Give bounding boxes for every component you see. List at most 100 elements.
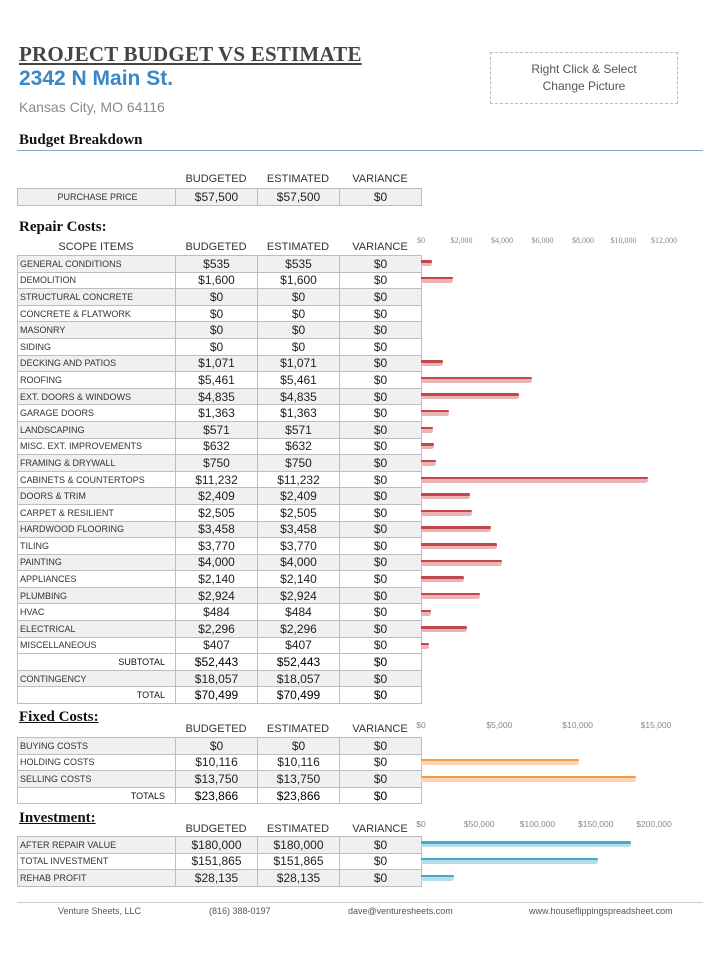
row-label: TOTALS (17, 786, 176, 805)
budgeted-cell[interactable]: $4,000 (175, 553, 258, 572)
estimated-cell[interactable]: $28,135 (257, 869, 340, 887)
estimated-cell[interactable]: $70,499 (257, 686, 340, 705)
budgeted-cell[interactable]: $0 (175, 288, 258, 306)
purchase-budgeted[interactable]: $57,500 (175, 188, 258, 206)
budgeted-cell[interactable]: $0 (175, 337, 258, 356)
estimated-cell[interactable]: $571 (257, 420, 340, 439)
estimated-cell[interactable]: $23,866 (257, 786, 340, 805)
variance-cell: $0 (339, 653, 422, 671)
budgeted-cell[interactable]: $3,458 (175, 520, 258, 539)
estimated-cell[interactable]: $11,232 (257, 470, 340, 489)
estimated-cell[interactable]: $1,600 (257, 271, 340, 290)
budgeted-cell[interactable]: $2,505 (175, 503, 258, 522)
budgeted-cell[interactable]: $1,363 (175, 404, 258, 422)
estimated-cell[interactable]: $52,443 (257, 653, 340, 671)
budgeted-cell[interactable]: $632 (175, 437, 258, 456)
budgeted-cell[interactable]: $10,116 (175, 753, 258, 772)
estimated-cell[interactable]: $3,770 (257, 537, 340, 555)
variance-cell: $0 (339, 487, 422, 505)
estimated-cell[interactable]: $407 (257, 636, 340, 655)
budgeted-cell[interactable]: $13,750 (175, 770, 258, 788)
estimated-cell[interactable]: $1,363 (257, 404, 340, 422)
estimated-cell[interactable]: $484 (257, 603, 340, 622)
footer-divider (17, 902, 703, 903)
estimated-cell[interactable]: $0 (257, 321, 340, 339)
budgeted-cell[interactable]: $535 (175, 255, 258, 273)
estimated-cell[interactable]: $0 (257, 288, 340, 306)
estimated-cell[interactable]: $750 (257, 454, 340, 472)
repair-table: GENERAL CONDITIONS $535 $535 $0 DEMOLITION $1… (17, 255, 422, 705)
picture-placeholder[interactable]: Right Click & Select Change Picture (490, 52, 678, 104)
property-address: 2342 N Main St. (19, 67, 174, 90)
row-label: TILING (17, 537, 176, 555)
row-label: MASONRY (17, 321, 176, 339)
budgeted-cell[interactable]: $4,835 (175, 387, 258, 406)
budgeted-cell[interactable]: $18,057 (175, 669, 258, 688)
estimated-cell[interactable]: $13,750 (257, 770, 340, 788)
budgeted-bar (421, 592, 481, 596)
budgeted-cell[interactable]: $28,135 (175, 869, 258, 887)
estimated-bar (421, 277, 454, 283)
axis-tick-label: $5,000 (486, 720, 513, 730)
budgeted-cell[interactable]: $0 (175, 737, 258, 755)
row-label: DEMOLITION (17, 271, 176, 290)
budgeted-cell[interactable]: $151,865 (175, 852, 258, 871)
estimated-cell[interactable]: $4,000 (257, 553, 340, 572)
estimated-cell[interactable]: $4,835 (257, 387, 340, 406)
table-row: TOTALS $23,866 $23,866 $0 (17, 786, 422, 805)
estimated-cell[interactable]: $1,071 (257, 354, 340, 373)
repair-heading: Repair Costs: (19, 219, 107, 235)
col-estimated: ESTIMATED (266, 173, 330, 185)
table-row: MISC. EXT. IMPROVEMENTS $632 $632 $0 (17, 437, 422, 456)
footer-website[interactable]: www.houseflippingspreadsheet.com (529, 906, 673, 916)
budgeted-cell[interactable]: $484 (175, 603, 258, 622)
budgeted-cell[interactable]: $3,770 (175, 537, 258, 555)
estimated-cell[interactable]: $632 (257, 437, 340, 456)
estimated-cell[interactable]: $2,409 (257, 487, 340, 505)
estimated-bar (421, 527, 492, 533)
budgeted-cell[interactable]: $11,232 (175, 470, 258, 489)
table-row: GENERAL CONDITIONS $535 $535 $0 (17, 255, 422, 273)
budgeted-cell[interactable]: $571 (175, 420, 258, 439)
estimated-cell[interactable]: $0 (257, 304, 340, 323)
estimated-cell[interactable]: $535 (257, 255, 340, 273)
budgeted-cell[interactable]: $407 (175, 636, 258, 655)
budgeted-cell[interactable]: $5,461 (175, 371, 258, 389)
row-label: MISC. EXT. IMPROVEMENTS (17, 437, 176, 456)
budgeted-cell[interactable]: $1,071 (175, 354, 258, 373)
estimated-cell[interactable]: $3,458 (257, 520, 340, 539)
budgeted-cell[interactable]: $2,296 (175, 620, 258, 638)
budgeted-cell[interactable]: $1,600 (175, 271, 258, 290)
row-label: AFTER REPAIR VALUE (17, 836, 176, 854)
budgeted-cell[interactable]: $2,924 (175, 586, 258, 605)
estimated-cell[interactable]: $180,000 (257, 836, 340, 854)
estimated-cell[interactable]: $2,140 (257, 570, 340, 588)
budget-breakdown-heading: Budget Breakdown (19, 132, 143, 148)
budgeted-cell[interactable]: $0 (175, 304, 258, 323)
budgeted-bar (421, 426, 433, 430)
budgeted-cell[interactable]: $23,866 (175, 786, 258, 805)
estimated-cell[interactable]: $10,116 (257, 753, 340, 772)
estimated-cell[interactable]: $2,505 (257, 503, 340, 522)
budgeted-cell[interactable]: $180,000 (175, 836, 258, 854)
budgeted-cell[interactable]: $70,499 (175, 686, 258, 705)
budgeted-cell[interactable]: $2,140 (175, 570, 258, 588)
budgeted-cell[interactable]: $52,443 (175, 653, 258, 671)
axis-tick-label: $12,000 (651, 236, 677, 245)
estimated-cell[interactable]: $0 (257, 337, 340, 356)
estimated-cell[interactable]: $2,296 (257, 620, 340, 638)
budgeted-cell[interactable]: $0 (175, 321, 258, 339)
estimated-cell[interactable]: $5,461 (257, 371, 340, 389)
table-row: SUBTOTAL $52,443 $52,443 $0 (17, 653, 422, 671)
budgeted-bar (421, 559, 502, 563)
variance-cell: $0 (339, 603, 422, 622)
budgeted-cell[interactable]: $2,409 (175, 487, 258, 505)
purchase-estimated[interactable]: $57,500 (257, 188, 340, 206)
estimated-cell[interactable]: $151,865 (257, 852, 340, 871)
row-label: GARAGE DOORS (17, 404, 176, 422)
estimated-cell[interactable]: $18,057 (257, 669, 340, 688)
estimated-cell[interactable]: $0 (257, 737, 340, 755)
budgeted-cell[interactable]: $750 (175, 454, 258, 472)
footer-email[interactable]: dave@venturesheets.com (348, 906, 453, 916)
estimated-cell[interactable]: $2,924 (257, 586, 340, 605)
